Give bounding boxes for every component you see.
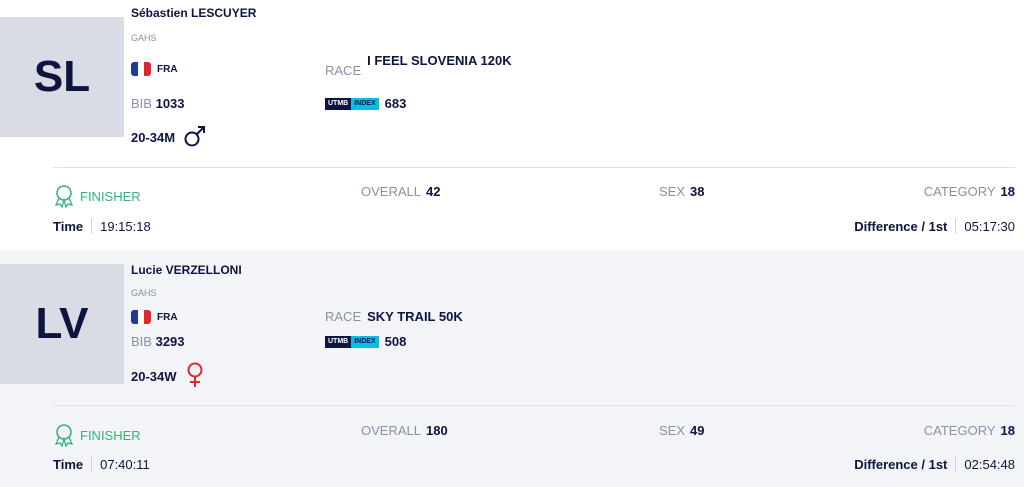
club: GAHS xyxy=(131,288,157,298)
nationality-code: FRA xyxy=(157,63,178,75)
avatar: SL xyxy=(0,17,124,137)
female-icon xyxy=(185,362,205,391)
age-category: 20-34M xyxy=(131,124,207,151)
utmb-index-logo: UTMB INDEX xyxy=(325,97,379,110)
france-flag-icon xyxy=(131,62,151,76)
runner-card[interactable]: LV Lucie VERZELLONI GAHS FRA BIB 3293 20… xyxy=(0,250,1024,487)
france-flag-icon xyxy=(131,310,151,324)
category-rank: CATEGORY 18 xyxy=(923,184,1015,199)
runner-card[interactable]: SL Sébastien LESCUYER GAHS FRA BIB 1033 … xyxy=(0,0,1024,250)
medal-icon xyxy=(54,424,74,447)
finisher-status: FINISHER xyxy=(53,184,141,208)
bib-value: 3293 xyxy=(155,334,185,349)
overall-rank: OVERALL 42 xyxy=(361,184,441,199)
race-label: RACE xyxy=(325,309,362,324)
category-value: 20-34W xyxy=(131,369,177,384)
nationality-code: FRA xyxy=(157,311,178,323)
finish-time: Time 19:15:18 xyxy=(53,218,151,234)
status-text: FINISHER xyxy=(80,188,141,204)
race: RACE SKY TRAIL 50K xyxy=(325,309,463,324)
divider xyxy=(53,167,1015,168)
category-value: 20-34M xyxy=(131,130,176,145)
nationality: FRA xyxy=(131,310,178,324)
bib-value: 1033 xyxy=(155,96,185,111)
race: RACE I FEEL SLOVENIA 120K xyxy=(325,53,537,78)
utmb-index: UTMB INDEX 508 xyxy=(325,334,406,349)
utmb-index: UTMB INDEX 683 xyxy=(325,96,406,111)
runner-name[interactable]: Sébastien LESCUYER xyxy=(131,6,257,20)
finish-time: Time 07:40:11 xyxy=(53,456,150,472)
utmb-index-value: 683 xyxy=(384,96,407,111)
status-text: FINISHER xyxy=(80,427,141,443)
overall-rank: OVERALL 180 xyxy=(361,423,448,438)
nationality: FRA xyxy=(131,62,178,76)
race-label: RACE xyxy=(325,63,362,78)
bib-label: BIB xyxy=(131,96,152,111)
male-icon xyxy=(183,124,207,151)
age-category: 20-34W xyxy=(131,362,205,391)
race-name[interactable]: I FEEL SLOVENIA 120K xyxy=(367,53,512,68)
difference-to-first: Difference / 1st 05:17:30 xyxy=(854,218,1015,234)
race-name[interactable]: SKY TRAIL 50K xyxy=(367,309,463,324)
bib-label: BIB xyxy=(131,334,152,349)
finisher-status: FINISHER xyxy=(53,423,141,447)
avatar: LV xyxy=(0,264,124,384)
bib: BIB 3293 xyxy=(131,334,185,349)
divider xyxy=(53,405,1015,406)
runner-name[interactable]: Lucie VERZELLONI xyxy=(131,263,242,277)
medal-icon xyxy=(54,185,74,208)
sex-rank: SEX 38 xyxy=(659,184,705,199)
bib: BIB 1033 xyxy=(131,96,185,111)
utmb-index-logo: UTMB INDEX xyxy=(325,335,379,348)
category-rank: CATEGORY 18 xyxy=(923,423,1015,438)
difference-to-first: Difference / 1st 02:54:48 xyxy=(854,456,1015,472)
utmb-index-value: 508 xyxy=(384,334,407,349)
sex-rank: SEX 49 xyxy=(659,423,705,438)
club: GAHS xyxy=(131,33,157,43)
